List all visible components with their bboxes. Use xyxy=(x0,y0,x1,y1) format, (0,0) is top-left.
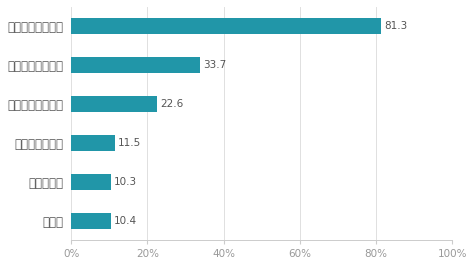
Text: 22.6: 22.6 xyxy=(160,99,184,109)
Text: 11.5: 11.5 xyxy=(118,138,141,148)
Bar xyxy=(71,18,381,34)
Text: 33.7: 33.7 xyxy=(203,60,226,70)
Text: 81.3: 81.3 xyxy=(384,21,407,31)
Bar xyxy=(71,57,200,73)
Text: 10.4: 10.4 xyxy=(114,216,137,226)
Bar xyxy=(71,174,110,190)
Text: 10.3: 10.3 xyxy=(114,177,137,187)
Bar xyxy=(71,213,111,230)
Bar xyxy=(71,135,115,151)
Bar xyxy=(71,96,157,112)
